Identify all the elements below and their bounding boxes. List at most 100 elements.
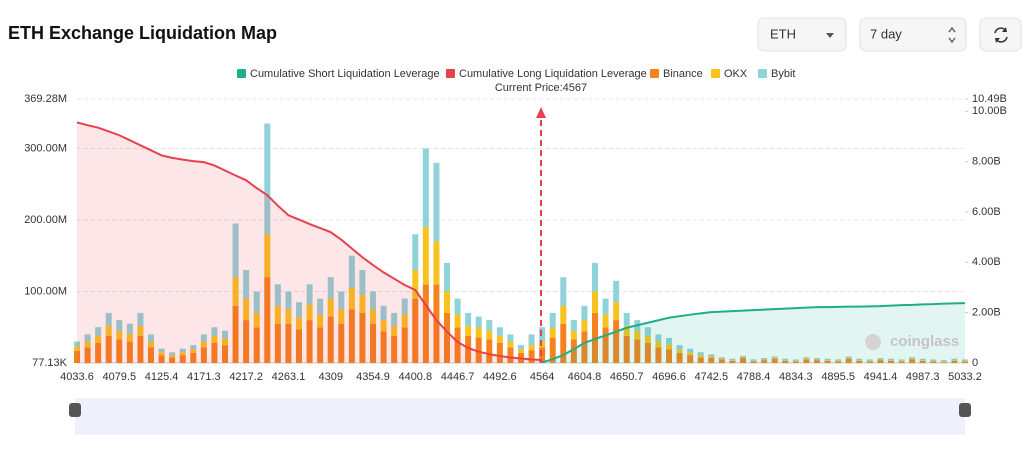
bar-segment [613, 302, 620, 321]
period-select-box[interactable] [859, 17, 967, 52]
bar-segment [359, 295, 366, 313]
bar-segment [708, 357, 715, 363]
bar-segment [433, 162, 440, 242]
x-tick-label: 4492.6 [483, 371, 517, 383]
bar-segment [475, 316, 482, 328]
bar-segment [444, 312, 450, 363]
chevron[interactable] [826, 33, 834, 38]
stepper[interactable] [948, 26, 956, 44]
zoom-handle-left[interactable] [69, 403, 81, 417]
bar-segment [306, 320, 313, 363]
coin-select-value[interactable]: ETH [770, 26, 796, 41]
bar-segment [814, 357, 820, 360]
bar-segment [782, 360, 789, 361]
bar-segment [137, 335, 144, 363]
bar-segment [454, 314, 461, 328]
bar-segment [761, 359, 768, 361]
plot-area: 77.13K 100.00M 200.00M 300.00M 369.28M 0 2.00B… [24, 93, 1007, 383]
refresh-button[interactable] [979, 17, 1022, 52]
legend-label: Cumulative Short Liquidation Leverage [250, 68, 440, 80]
bar-segment [74, 341, 80, 347]
bar-segment [105, 335, 112, 363]
bar-segment [496, 327, 503, 336]
bar-segment [444, 291, 450, 313]
bar-segment [634, 339, 641, 363]
refresh-arrows[interactable] [995, 27, 1007, 43]
bar-segment [581, 305, 588, 321]
period-select-value[interactable]: 7 day [870, 26, 902, 41]
bar-segment [919, 360, 926, 361]
bar-segment [856, 360, 863, 361]
legend-label: OKX [724, 68, 748, 80]
bar-segment [761, 357, 768, 360]
bar-segment [814, 359, 820, 361]
bar-segment [687, 355, 694, 363]
bar-segment [253, 312, 260, 328]
y2-tick-label: 6.00B [972, 206, 1001, 218]
bar-segment [549, 312, 556, 328]
bar-segment [750, 360, 757, 362]
bar-segment [179, 352, 186, 356]
bar-segment [570, 339, 577, 363]
bar-segment [845, 356, 852, 358]
bar-segment [592, 312, 598, 363]
bar-segment [401, 298, 408, 315]
x-tick-label: 4941.4 [864, 371, 898, 383]
x-tick-label: 4171.3 [187, 371, 221, 383]
bar-segment [792, 359, 799, 361]
bar-segment [296, 302, 302, 318]
bar-segment [866, 360, 873, 362]
bar-segment [644, 342, 651, 363]
bar-segment [496, 342, 503, 363]
bar-segment [761, 360, 768, 363]
bar-segment [729, 360, 736, 363]
bar-segment [623, 325, 630, 336]
y2-tick-label: 10.00B [972, 105, 1007, 117]
y2-tick-label: 2.00B [972, 307, 1001, 319]
bar-segment [824, 358, 831, 361]
bar-segment [296, 329, 302, 363]
bar-segment [105, 312, 112, 326]
zoom-handle-right[interactable] [959, 403, 971, 417]
bar-segment [570, 320, 577, 331]
refresh-box[interactable] [979, 17, 1022, 52]
bar-segment [951, 360, 958, 361]
bar-segment [909, 358, 916, 360]
bar-segment [539, 347, 546, 363]
line [76, 121, 543, 361]
bar-segment [518, 349, 524, 353]
bar-segment [412, 270, 419, 299]
bar-segment [729, 360, 736, 361]
bar-segment [422, 284, 429, 363]
coin-select-box[interactable] [757, 17, 847, 52]
y-tick-label: 77.13K [32, 357, 68, 369]
bar-segment [264, 234, 271, 278]
bar-segment [866, 361, 873, 363]
bar-segment [95, 335, 102, 343]
period-select[interactable]: 7 day [859, 17, 967, 52]
bar-segment [792, 361, 799, 363]
bar-segment [708, 354, 715, 357]
bar-segment [232, 223, 239, 278]
bar-segment [962, 360, 968, 362]
bar-segment [169, 357, 176, 363]
zoom-slider[interactable] [75, 398, 965, 435]
bar-segment [888, 358, 894, 361]
bar-segment [898, 359, 905, 361]
bar-segment [348, 309, 355, 363]
y2-tick-label: 8.00B [972, 156, 1001, 168]
bar-segment [940, 360, 947, 362]
bar-segment [126, 341, 133, 363]
bar-segment [169, 355, 176, 358]
bar-segment [274, 323, 281, 363]
bar-segment [158, 352, 165, 356]
watermark: coinglass [890, 333, 959, 350]
bar-segment [105, 325, 112, 336]
bar-segment [126, 323, 133, 334]
bar-segment [835, 360, 842, 362]
bar-segment [391, 335, 398, 363]
bar-segment [666, 337, 672, 345]
coin-select[interactable]: ETH [757, 17, 847, 52]
bar-segment [306, 284, 313, 305]
